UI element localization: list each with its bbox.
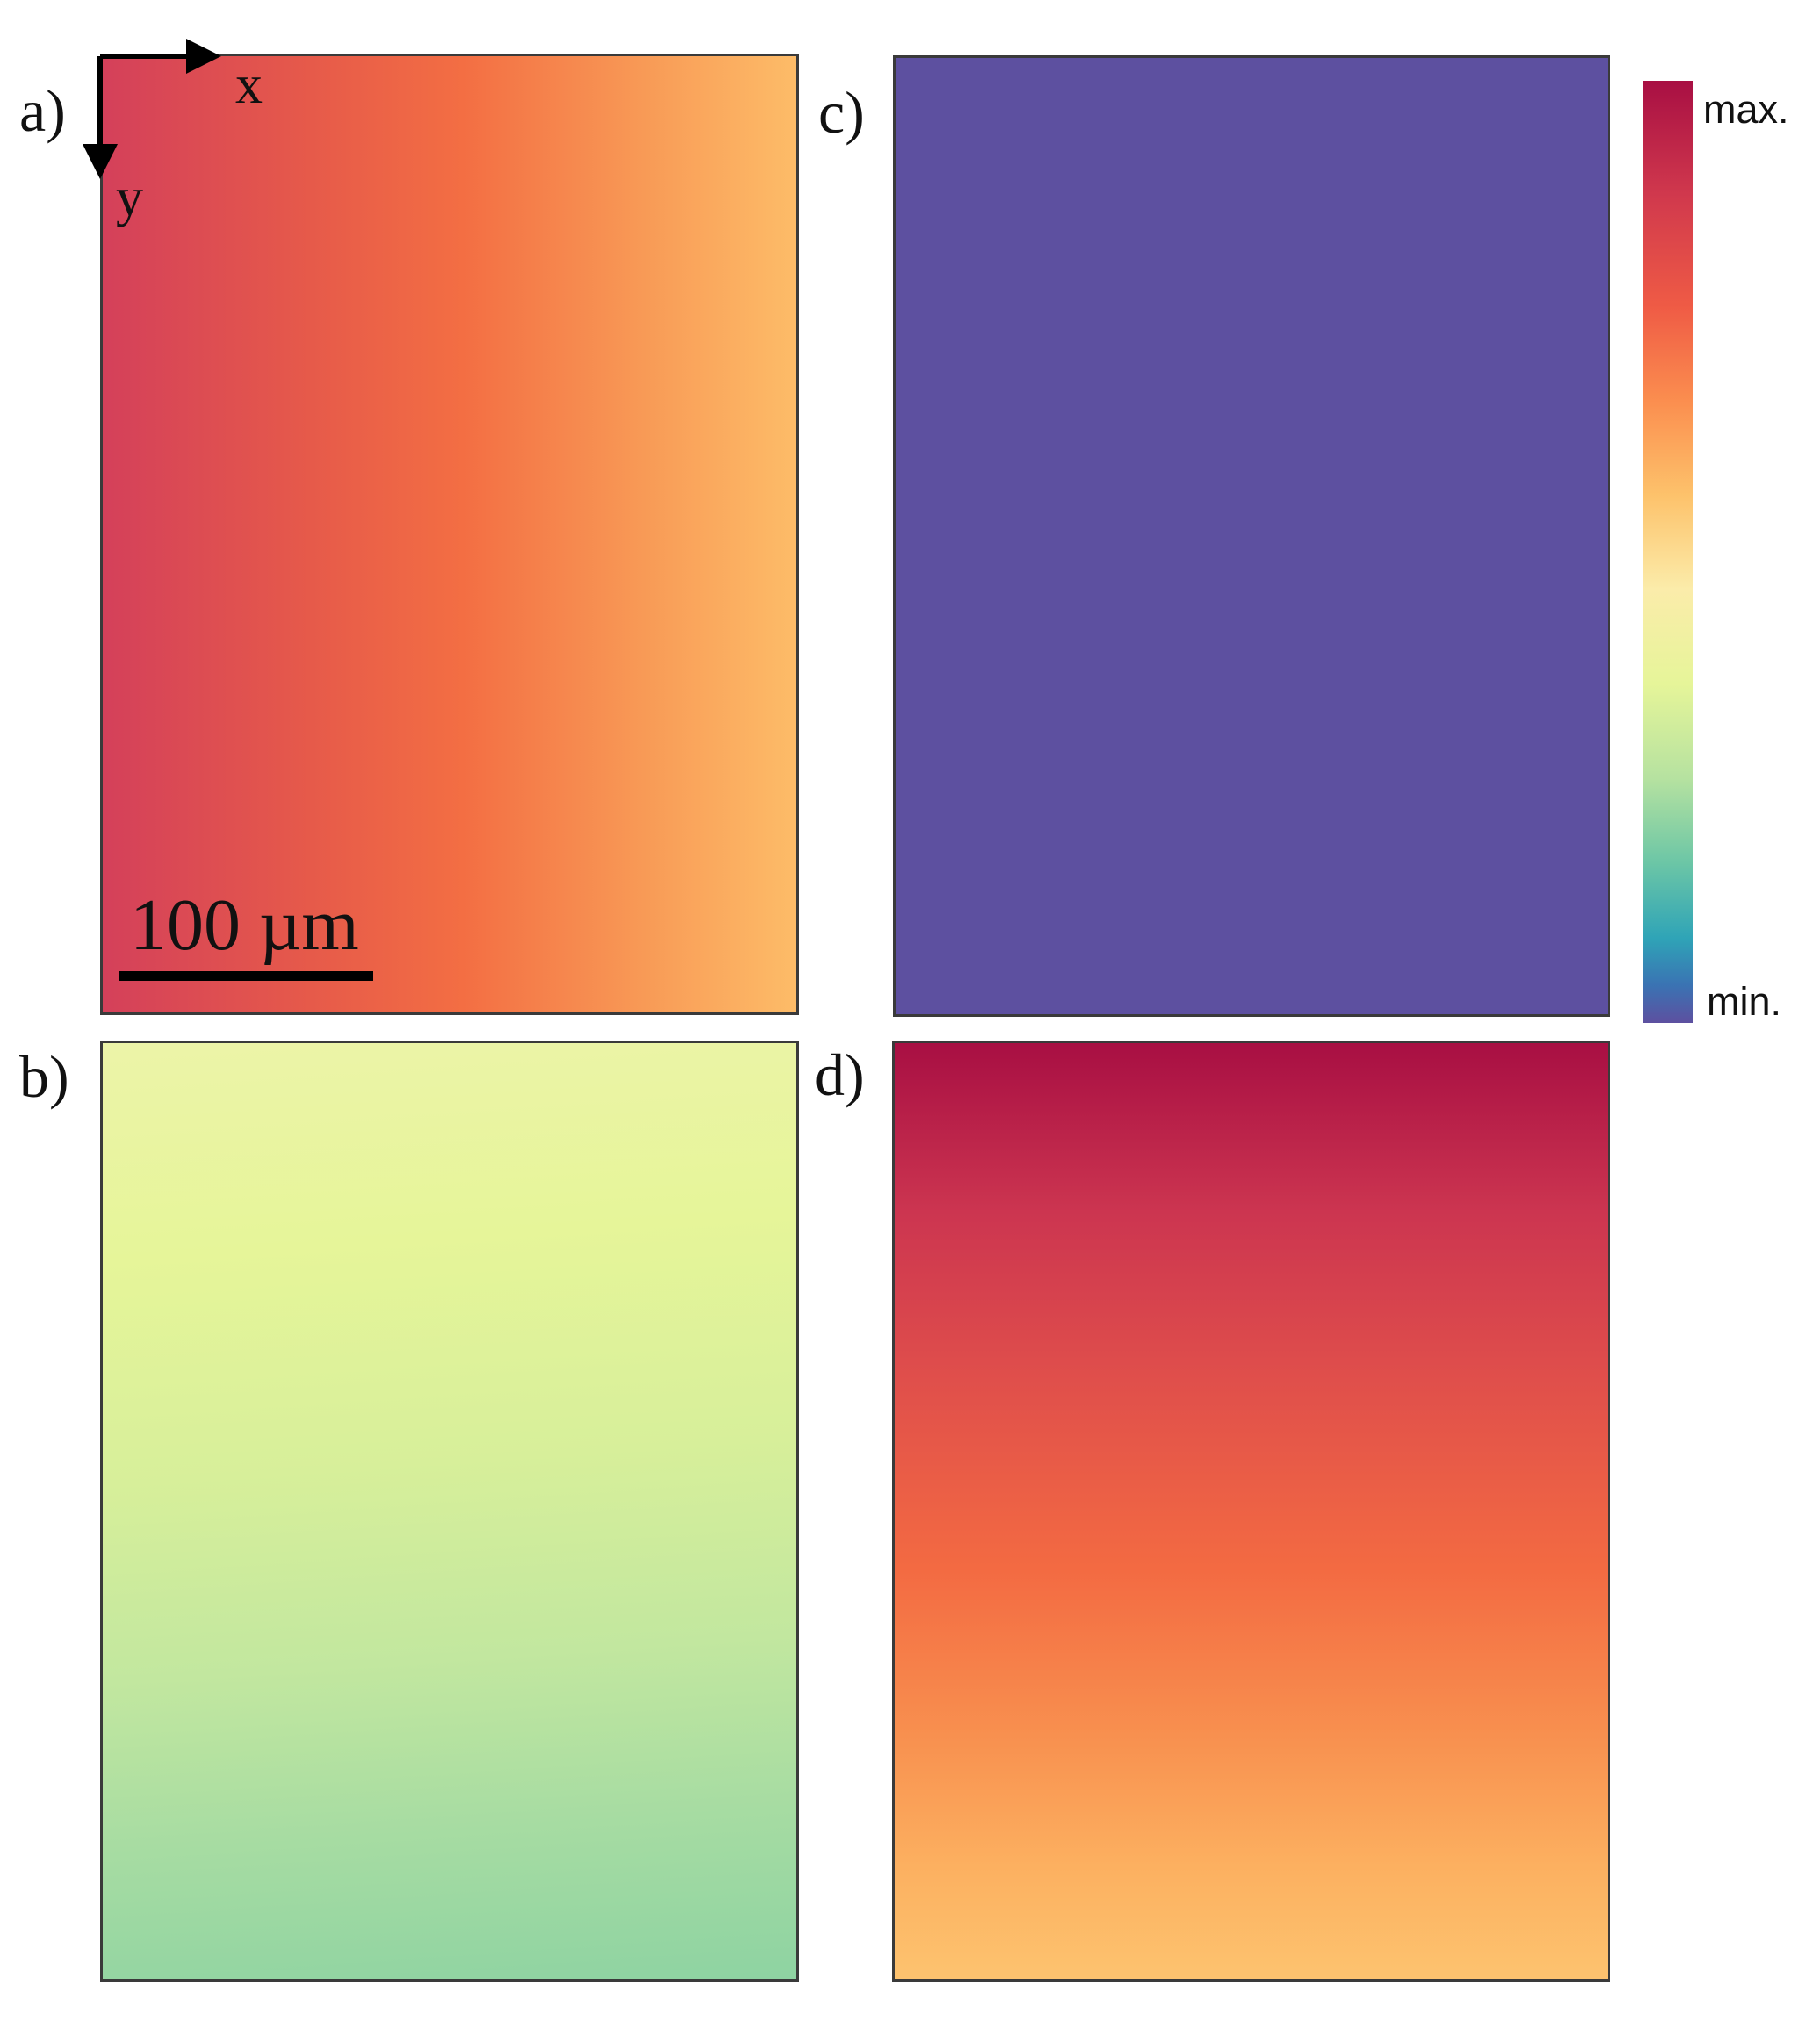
panel-label-c: c) xyxy=(818,79,865,146)
panel-label-a: a) xyxy=(19,77,66,144)
colorbar xyxy=(1643,81,1693,1023)
panel-c-field-map xyxy=(893,55,1610,1017)
panel-b-field-map xyxy=(100,1041,799,1982)
panel-label-b: b) xyxy=(19,1043,69,1110)
panel-d-field-map xyxy=(892,1041,1610,1982)
colorbar-min-label: min. xyxy=(1707,979,1782,1024)
panel-a-field-map xyxy=(100,54,799,1015)
panel-label-d: d) xyxy=(815,1041,865,1108)
y-axis-label: y xyxy=(116,168,143,227)
scale-bar-label: 100 µm xyxy=(130,884,359,966)
x-axis-label: x xyxy=(235,55,263,115)
colorbar-max-label: max. xyxy=(1703,87,1789,132)
scale-bar xyxy=(119,971,373,981)
